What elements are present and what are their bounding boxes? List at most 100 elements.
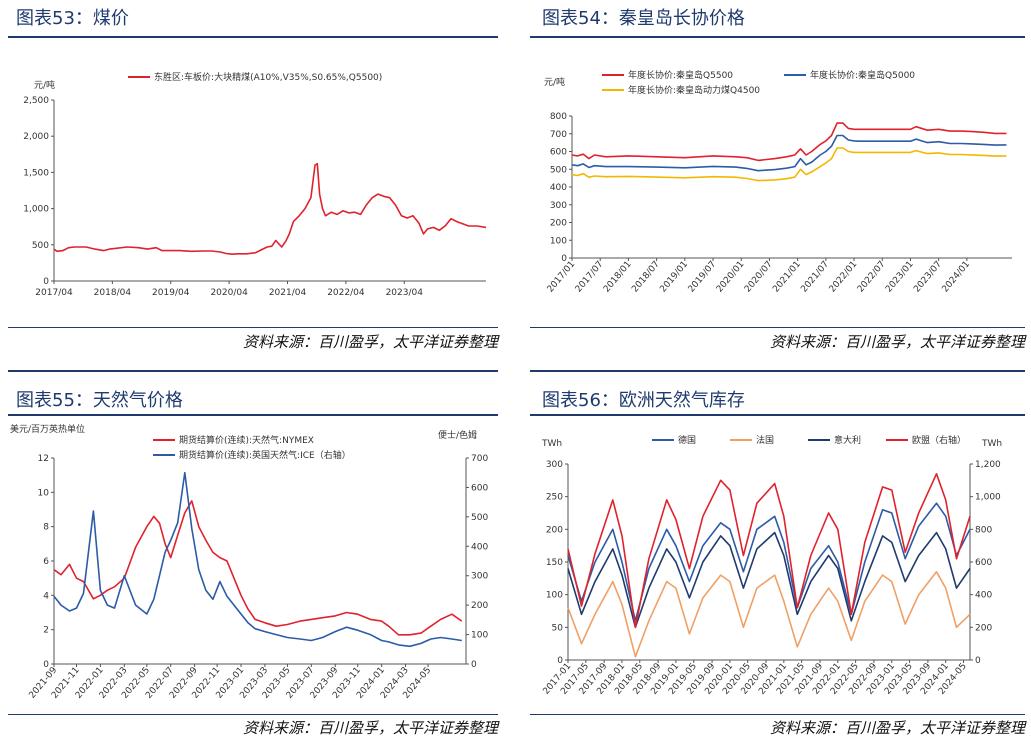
- y-tick-label: 1,000: [23, 205, 49, 215]
- series-line-1: [567, 571, 971, 658]
- x-tick-label: 2018/04: [94, 288, 132, 298]
- x-tick-label: 2021/01: [771, 260, 803, 295]
- y-tick-label: 2,000: [23, 132, 49, 142]
- y2-tick-label: 200: [975, 623, 992, 633]
- y-axis-unit: 元/吨: [34, 79, 55, 91]
- x-tick-label: 2021/07: [799, 260, 831, 295]
- panel-title: 图表53：煤价: [16, 8, 129, 29]
- y-tick-label: 500: [550, 165, 567, 175]
- x-tick-label: 2022/01: [828, 260, 860, 295]
- y2-tick-label: 100: [471, 631, 488, 641]
- legend-label: 东胜区:车板价:大块精煤(A10%,V35%,S0.65%,Q5500): [154, 71, 382, 83]
- source-note: 资料来源：百川盈孚，太平洋证券整理: [769, 719, 1025, 737]
- y-axis-unit: 美元/百万英热单位: [10, 423, 85, 435]
- chart-panel-natural-gas-price: 图表55：天然气价格 0 2 4 6 8 10 12 0 100 200 300 400 500 600 7…: [8, 370, 498, 741]
- y-tick-label: 2: [43, 626, 49, 636]
- x-tick-label: 2019/01: [658, 260, 690, 295]
- x-tick-label: 2023/07: [912, 260, 944, 295]
- y-axis-unit: 元/吨: [544, 76, 565, 88]
- source-divider: [530, 714, 1025, 715]
- x-tick-label: 2022/07: [856, 260, 888, 295]
- y-tick-label: 8: [43, 523, 49, 533]
- y2-tick-label: 500: [471, 513, 488, 523]
- series-line-0: [567, 502, 971, 622]
- x-tick-label: 2017/01: [546, 260, 578, 295]
- y-tick-label: 2,500: [23, 96, 49, 106]
- y-tick-label: 200: [546, 525, 563, 535]
- chart-panel-coal-price: 图表53：煤价 0 500 1,000 1,500 2,000 2,500 2017/04 2…: [8, 0, 498, 360]
- x-tick-label: 2018/07: [630, 260, 662, 295]
- legend-label: 法国: [756, 434, 774, 446]
- legend-label: 期货结算价(连续):英国天然气:ICE（右轴）: [179, 449, 351, 461]
- x-tick-label: 2018/01: [602, 260, 634, 295]
- panel-title: 图表56：欧洲天然气库存: [542, 390, 745, 411]
- source-divider: [8, 714, 498, 715]
- series-line-3: [567, 472, 971, 629]
- series-line-0: [53, 500, 463, 636]
- y2-tick-label: 700: [471, 454, 488, 464]
- x-tick-label: 2022/04: [327, 288, 365, 298]
- y2-tick-label: 200: [471, 601, 488, 611]
- y-tick-label: 100: [550, 236, 567, 246]
- y-tick-label: 700: [550, 130, 567, 140]
- source-note: 资料来源：百川盈孚，太平洋证券整理: [242, 719, 498, 737]
- title-divider: [530, 414, 1025, 416]
- chart-svg: 0 500 1,000 1,500 2,000 2,500 2017/04 2018/04 20…: [23, 71, 487, 298]
- y-tick-label: 800: [550, 112, 567, 122]
- y2-tick-label: 1,200: [975, 460, 1001, 470]
- legend-label: 年度长协价:秦皇岛Q5000: [810, 69, 915, 81]
- y-tick-label: 0: [561, 254, 567, 264]
- legend-label: 意大利: [834, 434, 861, 446]
- x-tick-label: 2020/07: [743, 260, 775, 295]
- y2-tick-label: 1,000: [975, 493, 1001, 503]
- x-tick-label: 2019/07: [687, 260, 719, 295]
- title-divider: [530, 36, 1025, 38]
- x-tick-label: 2024/01: [940, 260, 972, 295]
- y-tick-label: 100: [546, 591, 563, 601]
- y-tick-label: 6: [43, 557, 49, 567]
- series-line-0: [571, 122, 1007, 162]
- panel-title: 图表54：秦皇岛长协价格: [542, 8, 745, 29]
- y-tick-label: 0: [43, 660, 49, 670]
- y-tick-label: 250: [546, 493, 563, 503]
- y-tick-label: 200: [550, 219, 567, 229]
- chart-panel-eu-gas-storage: 图表56：欧洲天然气库存 0 50 100 150 200 250 300 0 200 400 60…: [530, 370, 1025, 741]
- y-tick-label: 1,500: [23, 168, 49, 178]
- chart-svg: 02468101201002003004005006007002021-0920…: [10, 423, 488, 701]
- legend-label: 期货结算价(连续):天然气:NYMEX: [179, 434, 314, 446]
- y-tick-label: 12: [38, 454, 49, 464]
- title-divider: [8, 36, 498, 38]
- y-tick-label: 50: [552, 623, 564, 633]
- title-divider: [8, 414, 498, 416]
- source-note: 资料来源：百川盈孚，太平洋证券整理: [769, 333, 1025, 351]
- y-tick-label: 0: [557, 656, 563, 666]
- y2-axis-unit: TWh: [981, 439, 1002, 449]
- title-divider: [530, 370, 1025, 372]
- y2-tick-label: 0: [975, 656, 981, 666]
- legend-label: 欧盟（右轴）: [912, 434, 966, 446]
- y-tick-label: 600: [550, 148, 567, 158]
- title-divider: [8, 370, 498, 372]
- legend-label: 年度长协价:秦皇岛动力煤Q4500: [628, 84, 760, 96]
- y2-tick-label: 400: [975, 591, 992, 601]
- y-tick-label: 10: [38, 488, 50, 498]
- y2-tick-label: 300: [471, 572, 488, 582]
- y2-tick-label: 0: [471, 660, 477, 670]
- chart-svg: 01002003004005006007008002017/012017/072…: [544, 69, 1012, 295]
- y2-tick-label: 400: [471, 542, 488, 552]
- x-tick-label: 2023/04: [386, 288, 424, 298]
- chart-svg: 0 50 100 150 200 250 300 0 200 400 600 800 1,000 1,20…: [541, 434, 1002, 697]
- y2-tick-label: 600: [471, 483, 488, 493]
- x-tick-label: 2023/01: [884, 260, 916, 295]
- y2-tick-label: 800: [975, 525, 992, 535]
- source-divider: [8, 327, 498, 328]
- legend-label: 德国: [678, 434, 696, 446]
- x-tick-label: 2020/04: [210, 288, 248, 298]
- y-tick-label: 300: [546, 460, 563, 470]
- x-tick-label: 2021/04: [269, 288, 307, 298]
- y-axis-unit: TWh: [541, 439, 562, 449]
- panel-title: 图表55：天然气价格: [16, 390, 183, 411]
- y-tick-label: 300: [550, 201, 567, 211]
- source-divider: [530, 327, 1025, 328]
- y-tick-label: 150: [546, 558, 563, 568]
